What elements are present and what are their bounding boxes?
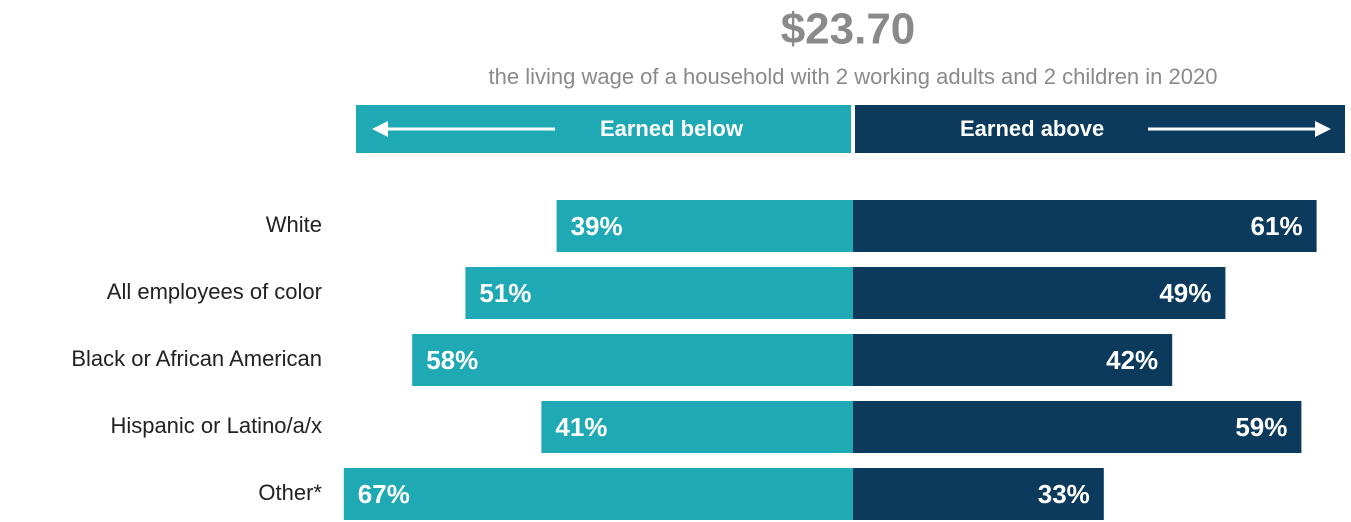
arrow-head [1315,121,1331,137]
category-label: Other* [258,480,322,505]
bar [853,334,1173,386]
bar [465,267,853,319]
category-label: Black or African American [71,346,322,371]
data-label: 33% [1038,479,1090,509]
data-label: 42% [1106,345,1158,375]
bar [853,401,1302,453]
category-label: White [266,212,322,237]
chart-title: $23.70 [781,5,916,54]
bar [412,334,853,386]
data-label: 39% [571,211,623,241]
bar [343,468,853,520]
category-label: Hispanic or Latino/a/x [110,413,322,438]
bar [853,200,1317,252]
arrow-head [372,121,388,137]
bar [556,200,853,252]
legend-label: Earned above [960,116,1104,141]
legend-label: Earned below [600,116,744,141]
data-label: 61% [1251,211,1303,241]
data-label: 58% [426,345,478,375]
data-label: 67% [358,479,410,509]
chart-subtitle: the living wage of a household with 2 wo… [489,64,1218,89]
data-label: 59% [1235,412,1287,442]
bar [853,267,1226,319]
category-label: All employees of color [107,279,322,304]
bar [853,468,1104,520]
data-label: 41% [555,412,607,442]
bar [541,401,853,453]
data-label: 51% [479,278,531,308]
data-label: 49% [1159,278,1211,308]
